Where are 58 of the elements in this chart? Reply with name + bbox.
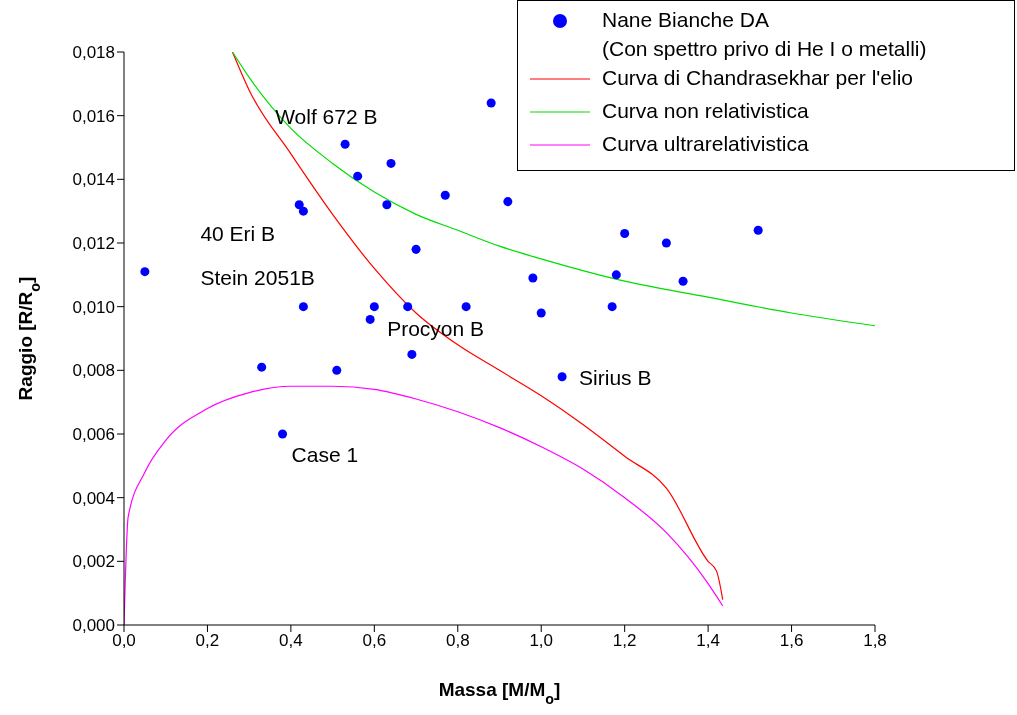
point — [332, 365, 342, 375]
point — [536, 308, 546, 318]
annotation: Sirius B — [579, 366, 652, 390]
point — [528, 273, 538, 283]
annotation: 40 Eri B — [200, 221, 276, 245]
x-tick-label: 0,6 — [362, 631, 387, 651]
x-tick-label: 0,0 — [112, 631, 136, 651]
point — [257, 362, 267, 372]
point — [440, 190, 450, 200]
y-tick-label: 0,000 — [72, 616, 115, 636]
point — [607, 302, 617, 312]
point — [753, 225, 763, 235]
x-tick-label: 1,8 — [863, 631, 887, 651]
y-tick-label: 0,004 — [72, 488, 115, 508]
point — [503, 197, 513, 207]
y-tick-label: 0,010 — [72, 297, 115, 317]
point — [486, 98, 496, 108]
x-tick-label: 0,8 — [445, 631, 470, 651]
y-tick-label: 0,018 — [72, 43, 115, 63]
point — [403, 302, 413, 312]
point — [298, 206, 308, 216]
y-tick-label: 0,012 — [72, 234, 115, 254]
legend-label: Curva non relativistica — [602, 98, 809, 124]
x-axis-title: Massa [M/M$_{o}$] — [438, 679, 561, 707]
y-tick-label: 0,002 — [72, 552, 115, 572]
annotation: Case 1 — [291, 442, 359, 466]
point — [557, 372, 567, 382]
point — [386, 158, 396, 168]
point — [369, 302, 379, 312]
x-tick-label: 0,4 — [279, 631, 303, 651]
point — [353, 171, 363, 181]
x-tick-label: 1,0 — [529, 631, 554, 651]
x-tick-label: 1,4 — [696, 631, 720, 651]
y-tick-label: 0,008 — [72, 361, 115, 381]
x-tick-label: 1,6 — [779, 631, 804, 651]
point — [382, 200, 392, 210]
point — [140, 267, 150, 277]
point — [365, 314, 375, 324]
point — [611, 270, 621, 280]
point — [294, 200, 304, 210]
point — [461, 302, 471, 312]
point — [278, 429, 288, 439]
point — [298, 302, 308, 312]
legend-label: Nane Bianche DA (Con spettro privo di He I o metalli) — [602, 7, 927, 62]
annotation: Stein 2051B — [200, 266, 315, 290]
y-tick-label: 0,006 — [72, 425, 115, 445]
y-tick-label: 0,016 — [72, 106, 115, 126]
legend-label: Curva ultrarelativistica — [602, 131, 809, 157]
point — [661, 238, 671, 248]
legend-label: Curva di Chandrasekhar per l'elio — [602, 65, 914, 91]
point — [407, 349, 417, 359]
y-tick-label: 0,014 — [72, 170, 115, 190]
x-tick-label: 1,2 — [612, 631, 637, 651]
x-tick-label: 0,2 — [195, 631, 220, 651]
point — [678, 276, 688, 286]
point — [411, 244, 421, 254]
point — [340, 139, 350, 149]
point — [620, 228, 630, 238]
